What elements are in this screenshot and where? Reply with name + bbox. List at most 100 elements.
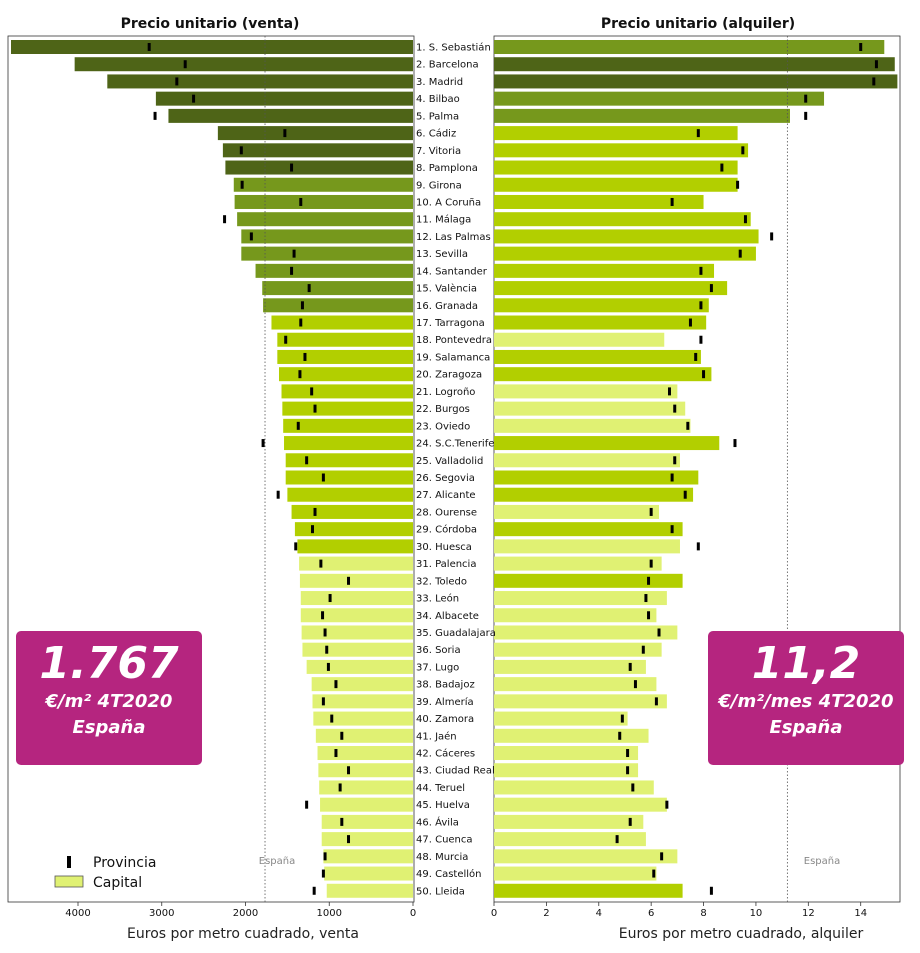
alquiler-capital-bar [494, 246, 756, 261]
city-label: 28. Ourense [416, 507, 477, 518]
city-label: 2. Barcelona [416, 60, 479, 71]
alquiler-provincia-marker [665, 800, 669, 809]
left-panel-frame [7, 35, 415, 903]
alquiler-capital-bar [494, 832, 646, 847]
city-label: 50. Lleida [416, 886, 465, 897]
venta-provincia-marker [294, 542, 298, 551]
venta-provincia-marker [183, 60, 187, 69]
venta-provincia-marker [299, 197, 303, 206]
city-label: 15. València [416, 283, 477, 295]
venta-provincia-marker [323, 628, 327, 637]
alquiler-capital-bar [494, 746, 639, 761]
alquiler-capital-bar [494, 177, 738, 192]
venta-capital-bar [155, 91, 413, 106]
venta-capital-bar [302, 642, 413, 657]
legend: Provincia Capital [54, 855, 156, 891]
city-label: 9. Girona [416, 180, 462, 191]
city-label: 25. Valladolid [416, 456, 483, 467]
city-label: 13. Sevilla [416, 249, 468, 260]
alquiler-provincia-marker [770, 232, 774, 241]
alquiler-capital-bar [494, 470, 699, 485]
venta-provincia-marker [303, 352, 307, 361]
alquiler-provincia-marker [670, 197, 674, 206]
venta-provincia-marker [292, 249, 296, 258]
venta-capital-bar [271, 315, 413, 330]
alquiler-provincia-marker [874, 60, 878, 69]
venta-capital-bar [299, 573, 413, 588]
venta-provincia-marker [305, 456, 309, 465]
alquiler-provincia-marker [641, 645, 645, 654]
right-x-axis-label: Euros por metro cuadrado, alquiler [619, 926, 864, 942]
alquiler-provincia-marker [652, 869, 656, 878]
alquiler-capital-bar [494, 108, 790, 123]
venta-capital-bar [255, 263, 413, 278]
alquiler-capital-bar [494, 694, 667, 709]
venta-capital-bar [321, 832, 413, 847]
venta-provincia-marker [311, 525, 314, 534]
venta-capital-bar [233, 177, 413, 192]
venta-capital-bar [306, 659, 413, 674]
venta-provincia-marker [192, 94, 196, 103]
city-label: 17. Tarragona [416, 318, 485, 329]
venta-capital-bar [74, 57, 414, 72]
venta-provincia-marker [261, 439, 265, 448]
left-reference-label: España [259, 856, 295, 867]
alquiler-capital-bar [494, 625, 678, 640]
alquiler-provincia-marker [620, 714, 624, 723]
city-label: 30. Huesca [416, 542, 472, 553]
city-label: 24. S.C.Tenerife [416, 439, 494, 450]
alquiler-capital-bar [494, 418, 691, 433]
venta-capital-bar [225, 160, 413, 175]
alquiler-provincia-marker [699, 301, 703, 310]
venta-provincia-marker [340, 817, 344, 826]
alquiler-provincia-marker [628, 817, 632, 826]
alquiler-provincia-marker [660, 852, 664, 861]
venta-capital-bar [284, 436, 413, 451]
alquiler-tick-label: 0 [491, 908, 497, 919]
venta-tick-label: 0 [410, 908, 416, 919]
alquiler-provincia-marker [649, 507, 653, 516]
alquiler-provincia-marker [647, 611, 651, 620]
venta-capital-bar [300, 608, 413, 623]
alquiler-provincia-marker [699, 266, 703, 275]
alquiler-provincia-marker [694, 352, 698, 361]
alquiler-capital-bar [494, 57, 895, 72]
alquiler-capital-bar [494, 91, 825, 106]
city-label: 12. Las Palmas [416, 232, 491, 243]
venta-capital-bar [299, 556, 413, 571]
city-label: 26. Segovia [416, 473, 475, 484]
city-label: 19. Salamanca [416, 352, 490, 363]
city-label: 35. Guadalajara [416, 628, 496, 639]
alquiler-provincia-marker [626, 766, 630, 775]
venta-provincia-marker [298, 370, 302, 379]
venta-capital-bar [311, 677, 413, 692]
alquiler-capital-bar [494, 126, 738, 141]
city-label: 37. Lugo [416, 662, 459, 673]
venta-provincia-marker [347, 766, 351, 775]
venta-provincia-marker [330, 714, 334, 723]
city-label: 33. León [416, 593, 459, 605]
alquiler-tick-label: 10 [750, 908, 763, 919]
city-label: 44. Teruel [416, 783, 465, 794]
city-label: 5. Palma [416, 111, 459, 122]
venta-capital-bar [319, 780, 413, 795]
venta-summary-value: 1.767 [39, 638, 179, 689]
alquiler-capital-bar [494, 677, 657, 692]
alquiler-provincia-marker [633, 680, 637, 689]
venta-capital-bar [234, 194, 413, 209]
alquiler-capital-bar [494, 332, 665, 347]
alquiler-provincia-marker [686, 421, 690, 430]
city-label: 47. Cuenca [416, 835, 473, 846]
alquiler-provincia-marker [673, 404, 677, 413]
venta-provincia-marker [276, 490, 280, 499]
venta-summary-region: España [72, 717, 146, 738]
venta-capital-bar [279, 367, 413, 382]
venta-capital-bar [300, 591, 413, 606]
venta-provincia-marker [313, 404, 317, 413]
alquiler-provincia-marker [618, 731, 622, 740]
alquiler-capital-bar [494, 436, 720, 451]
alquiler-provincia-marker [859, 43, 863, 51]
venta-provincia-marker [223, 215, 227, 224]
venta-provincia-marker [347, 835, 351, 844]
alquiler-capital-bar [494, 659, 646, 674]
